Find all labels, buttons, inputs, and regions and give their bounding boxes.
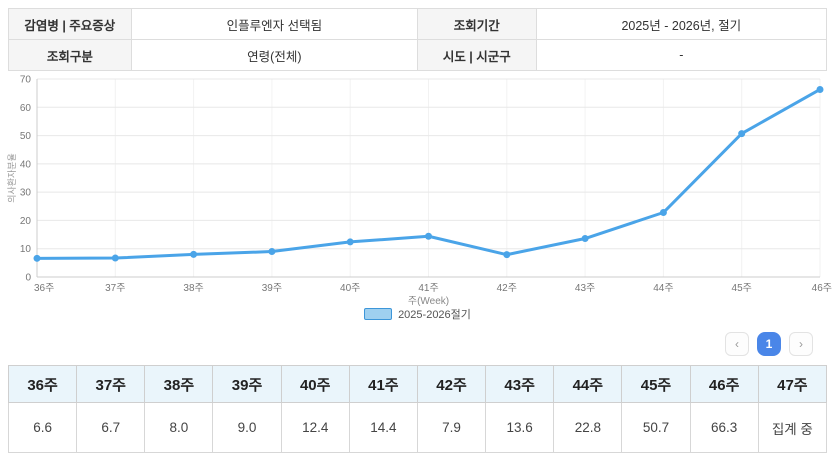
week-header: 36주 — [7, 365, 78, 403]
week-value: 66.3 — [689, 402, 759, 453]
summary-row: 조회구분 연령(전체) 시도 | 시군구 - — [8, 39, 828, 71]
data-point-45주[interactable] — [738, 130, 746, 138]
legend: 2025-2026절기 — [0, 305, 835, 323]
week-value: 14.4 — [348, 402, 418, 453]
data-point-39주[interactable] — [268, 248, 276, 256]
x-tick-label: 40주 — [340, 283, 360, 294]
week-value: 7.9 — [416, 402, 487, 453]
page: 감염병 | 주요증상 인플루엔자 선택됨 조회기간 2025년 - 2026년,… — [0, 8, 835, 468]
week-header: 45주 — [621, 365, 691, 403]
summary-value-period: 2025년 - 2026년, 절기 — [535, 8, 828, 40]
week-header: 42주 — [416, 365, 487, 403]
data-point-42주[interactable] — [503, 251, 511, 259]
data-point-44주[interactable] — [659, 209, 667, 217]
summary-label-region: 시도 | 시군구 — [416, 39, 537, 71]
y-tick-label: 40 — [20, 159, 32, 170]
x-tick-label: 38주 — [183, 283, 203, 294]
week-header: 41주 — [348, 365, 418, 403]
summary-label-view-type: 조회구분 — [8, 39, 132, 71]
table-value-row: 6.6 6.7 8.0 9.0 12.4 14.4 7.9 13.6 22.8 … — [7, 402, 828, 453]
summary-value-disease: 인플루엔자 선택됨 — [130, 8, 418, 40]
week-value: 6.6 — [7, 402, 78, 453]
legend-swatch-icon — [364, 308, 393, 320]
data-point-43주[interactable] — [581, 235, 589, 243]
y-tick-label: 20 — [20, 216, 32, 227]
x-tick-label: 46주 — [812, 283, 832, 294]
summary-value-view-type: 연령(전체) — [130, 39, 418, 71]
week-header: 38주 — [144, 365, 214, 403]
page-1-button[interactable]: 1 — [757, 332, 781, 356]
x-tick-label: 37주 — [105, 283, 125, 294]
week-value: 22.8 — [553, 402, 623, 453]
x-tick-label: 43주 — [575, 283, 595, 294]
next-page-button[interactable]: › — [789, 332, 813, 356]
data-point-40주[interactable] — [346, 238, 354, 246]
prev-page-button[interactable]: ‹ — [725, 332, 749, 356]
line-chart: 0 10 20 30 40 50 60 70 36주 37주 38주 39주 40주 41주 42주 43주 4… — [0, 73, 835, 323]
week-header: 47주 — [757, 365, 828, 403]
pagination: ‹ 1 › — [0, 332, 813, 356]
data-point-46주[interactable] — [816, 85, 824, 93]
x-tick-label: 41주 — [418, 283, 438, 294]
x-tick-label: 42주 — [497, 283, 517, 294]
week-value: 6.7 — [76, 402, 146, 453]
chart-canvas: 0 10 20 30 40 50 60 70 36주 37주 38주 39주 40주 41주 42주 43주 4… — [6, 75, 832, 308]
summary-row: 감염병 | 주요증상 인플루엔자 선택됨 조회기간 2025년 - 2026년,… — [8, 8, 828, 40]
weekly-data-table: 36주 37주 38주 39주 40주 41주 42주 43주 44주 45주 … — [7, 365, 828, 453]
data-point-36주[interactable] — [33, 254, 41, 262]
legend-label: 2025-2026절기 — [398, 309, 471, 321]
week-header: 39주 — [212, 365, 282, 403]
week-value: 8.0 — [144, 402, 214, 453]
y-tick-label: 70 — [20, 75, 32, 86]
y-tick-label: 0 — [25, 273, 31, 284]
summary-label-disease: 감염병 | 주요증상 — [8, 8, 132, 40]
x-tick-label: 39주 — [262, 283, 282, 294]
y-axis-title: 의사환자분율 — [6, 153, 17, 203]
y-tick-label: 60 — [20, 103, 32, 114]
week-value: 집계 중 — [757, 402, 828, 453]
y-tick-label: 10 — [20, 244, 32, 255]
table-header-row: 36주 37주 38주 39주 40주 41주 42주 43주 44주 45주 … — [7, 365, 828, 403]
summary-table: 감염병 | 주요증상 인플루엔자 선택됨 조회기간 2025년 - 2026년,… — [8, 8, 828, 71]
x-tick-label: 44주 — [653, 283, 673, 294]
x-tick-label: 45주 — [732, 283, 752, 294]
week-value: 9.0 — [212, 402, 282, 453]
week-header: 46주 — [689, 365, 759, 403]
y-tick-label: 30 — [20, 188, 32, 199]
data-point-38주[interactable] — [190, 250, 198, 258]
week-value: 12.4 — [280, 402, 350, 453]
week-header: 40주 — [280, 365, 350, 403]
data-point-41주[interactable] — [425, 232, 432, 240]
y-tick-label: 50 — [20, 131, 32, 142]
week-header: 44주 — [553, 365, 623, 403]
summary-value-region: - — [535, 39, 828, 71]
week-value: 13.6 — [485, 402, 555, 453]
x-tick-label: 36주 — [34, 283, 54, 294]
x-axis-title: 주(Week) — [408, 296, 449, 307]
week-header: 43주 — [485, 365, 555, 403]
summary-label-period: 조회기간 — [416, 8, 537, 40]
data-point-37주[interactable] — [111, 254, 119, 262]
week-value: 50.7 — [621, 402, 691, 453]
week-header: 37주 — [76, 365, 146, 403]
